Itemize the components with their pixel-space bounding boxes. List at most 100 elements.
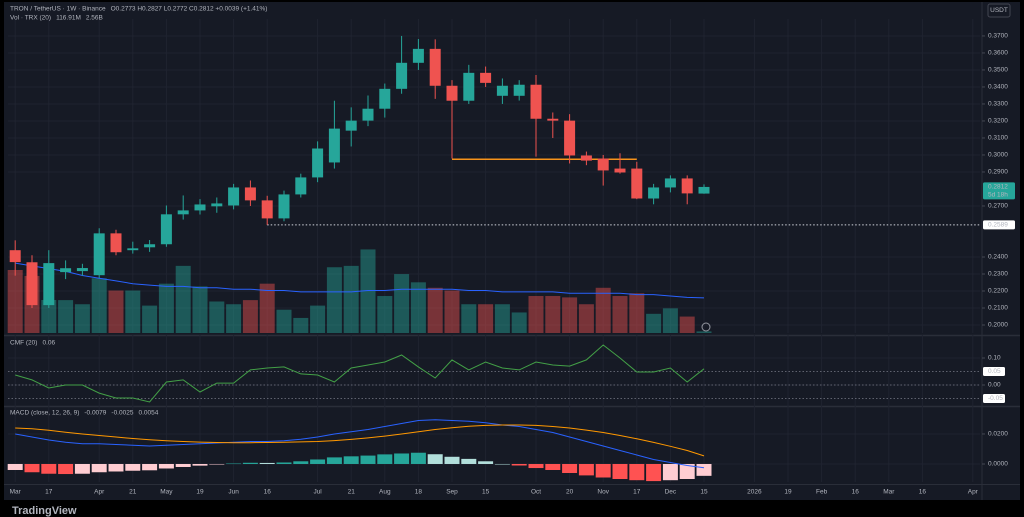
histogram-bar	[461, 458, 477, 464]
histogram-bar	[595, 463, 611, 478]
indicator-line	[15, 419, 705, 469]
indicator-value: 0.0054	[138, 410, 158, 417]
histogram-bar	[276, 462, 292, 464]
volume-bar	[226, 304, 242, 333]
x-tick-label: 16	[852, 489, 860, 496]
volume-bar	[394, 274, 410, 333]
x-tick-label: Apr	[968, 489, 979, 496]
band-label: 0.05	[988, 368, 1001, 375]
volume-bar	[410, 282, 426, 333]
histogram-bar	[696, 463, 712, 476]
candle-body	[26, 262, 38, 306]
volume-bar	[74, 304, 90, 333]
candle-body	[362, 108, 374, 121]
volume-bar	[142, 305, 158, 333]
candle-body	[664, 178, 676, 188]
candle-body	[345, 120, 357, 131]
x-tick-label: Sep	[446, 489, 458, 496]
candle-body	[76, 268, 88, 272]
histogram-bar	[646, 463, 662, 482]
volume-bar	[679, 316, 695, 333]
histogram-bar	[494, 463, 510, 465]
histogram-bar	[259, 462, 275, 464]
x-tick-label: 15	[482, 489, 490, 496]
volume-bar	[360, 249, 376, 333]
price-label-countdown: 5d 18h	[988, 192, 1008, 199]
histogram-bar	[293, 461, 309, 464]
candle-body	[160, 214, 172, 245]
volume-bar	[646, 313, 662, 333]
volume-bar	[494, 304, 510, 333]
histogram-bar	[74, 463, 90, 474]
candle-body	[312, 148, 324, 178]
candle-body	[9, 250, 21, 263]
volume-bar	[511, 312, 527, 333]
x-tick-label: Feb	[816, 489, 828, 496]
volume-bar	[293, 317, 309, 333]
y-tick-label: 0.2900	[988, 169, 1008, 176]
histogram-bar	[142, 463, 158, 471]
symbol-title: TRON / TetherUS · 1W · Binance	[10, 6, 106, 13]
candle-body	[513, 84, 525, 96]
x-tick-label: Mar	[10, 489, 22, 496]
candle-body	[396, 62, 408, 89]
band-label-box	[983, 394, 1005, 404]
currency-box[interactable]	[987, 3, 1011, 18]
y-tick-label: 0.2200	[988, 288, 1008, 295]
volume-bar	[108, 290, 124, 333]
volume-bar	[578, 304, 594, 333]
y-tick-label: 0.2400	[988, 254, 1008, 261]
band-label-box	[983, 367, 1005, 376]
histogram-bar	[242, 462, 258, 464]
x-tick-label: 21	[348, 489, 356, 496]
x-tick-label: Jul	[313, 489, 322, 496]
histogram-bar	[310, 459, 326, 464]
volume-bar	[158, 283, 174, 333]
histogram-bar	[562, 463, 578, 473]
volume-bar	[478, 304, 494, 333]
histogram-bar	[175, 463, 191, 467]
volume-bar	[209, 301, 225, 333]
pane-icon[interactable]	[701, 322, 711, 332]
y-tick-label: 0.2000	[988, 322, 1008, 329]
histogram-bar	[410, 452, 426, 464]
volume-bar	[125, 290, 141, 333]
volume-bar	[276, 309, 292, 333]
histogram-bar	[192, 463, 208, 466]
volume-bar	[7, 269, 23, 333]
labels: Mar 17 Apr 21 May 19 Jun 16 Jul 21 Aug 18 Sep 15 Oct 20…	[10, 6, 1015, 496]
x-tick-label: 17	[633, 489, 641, 496]
y-tick-label: 0.2300	[988, 271, 1008, 278]
candle-body	[211, 203, 223, 207]
histogram-bar	[24, 463, 40, 473]
histogram-bar	[578, 463, 594, 476]
histogram-bar	[7, 463, 23, 470]
x-tick-label: May	[160, 489, 173, 496]
indicator-title: CMF (20)	[10, 340, 37, 347]
histogram-bar	[226, 463, 242, 465]
x-tick-label: 21	[129, 489, 137, 496]
candle-body	[60, 268, 72, 273]
histogram-bar	[511, 463, 527, 466]
plot-area	[7, 35, 980, 482]
volume-bar	[91, 278, 107, 333]
ohlc-values: O0.2773 H0.2827 L0.2772 C0.2812 +0.0039 …	[111, 6, 268, 13]
indicator-line	[15, 424, 705, 457]
volume-ma-line	[15, 262, 705, 299]
volume-title: Vol · TRX (20)	[10, 15, 51, 22]
candle-body	[564, 120, 576, 156]
candle-body	[446, 85, 458, 101]
histogram-bar	[679, 463, 695, 479]
grid	[8, 19, 985, 482]
indicator-title: MACD (close, 12, 26, 9)	[10, 410, 79, 417]
candle-body	[144, 244, 156, 248]
candle-body	[328, 128, 340, 163]
candle-body	[110, 233, 122, 253]
candle-body	[530, 84, 542, 119]
candle-body	[244, 187, 256, 201]
volume-bar	[343, 265, 359, 333]
band-label: -0.05	[988, 395, 1003, 402]
y-tick-label: 0.3200	[988, 118, 1008, 125]
candle-body	[261, 200, 273, 219]
